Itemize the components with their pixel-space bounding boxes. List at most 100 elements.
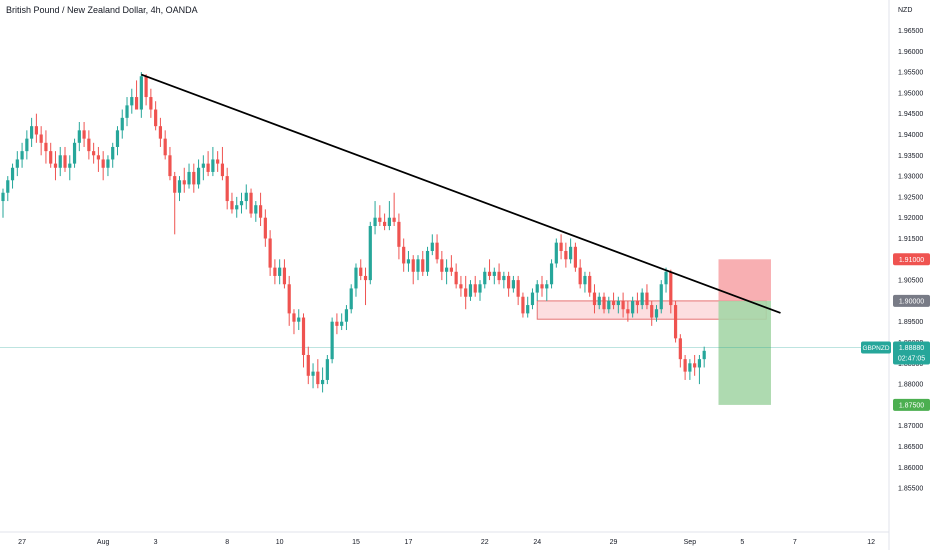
candle <box>459 275 463 297</box>
current-price-label: 1.88880 <box>899 345 924 352</box>
candle <box>206 151 210 177</box>
candle-body <box>554 242 558 264</box>
candle-body <box>230 201 234 210</box>
candle-body <box>702 350 706 360</box>
take-profit-zone <box>718 300 771 405</box>
candle-body <box>387 217 391 227</box>
candle <box>635 292 640 314</box>
candle <box>192 163 196 193</box>
time-tick-label: 5 <box>740 539 744 546</box>
candle <box>478 280 482 301</box>
time-tick-label: 12 <box>867 539 875 546</box>
candle <box>263 209 267 247</box>
candle <box>583 271 587 293</box>
time-tick-label: Sep <box>684 539 697 546</box>
candle <box>678 334 682 368</box>
candle-body <box>225 176 229 202</box>
current-price-label-bg <box>893 341 930 365</box>
candle <box>416 255 420 281</box>
candle <box>149 88 153 118</box>
candle <box>669 269 673 314</box>
candle <box>650 300 654 326</box>
candle-body <box>688 363 692 372</box>
candle <box>535 280 539 301</box>
candle-body <box>10 167 15 181</box>
candle-body <box>149 97 153 110</box>
candle <box>693 354 697 376</box>
candle <box>196 159 201 189</box>
candle-body <box>693 363 697 368</box>
candle-body <box>559 242 563 251</box>
candle-body <box>325 359 329 380</box>
candle-body <box>507 275 511 289</box>
target-price-label-bg <box>893 398 930 411</box>
candle-body <box>273 267 277 276</box>
candle-body <box>540 284 544 289</box>
candle-body <box>583 275 587 285</box>
candle <box>125 97 129 127</box>
candle <box>702 346 706 368</box>
candle <box>368 221 372 285</box>
target-price-label: 1.87500 <box>899 402 924 409</box>
candle-body <box>535 284 539 293</box>
candle <box>378 205 382 227</box>
entry-price-label: 1.90000 <box>899 298 924 305</box>
time-axis[interactable]: 27 Aug 3 8 10 15 17 22 24 29 Sep 5 7 12 <box>18 539 875 546</box>
price-tick-label: 1.96000 <box>898 49 923 56</box>
candle-body <box>678 338 682 360</box>
candle-body <box>144 76 148 98</box>
candle-body <box>68 163 72 168</box>
candle-body <box>39 134 43 143</box>
trendline[interactable] <box>141 73 781 314</box>
price-tick-label: 1.86500 <box>898 444 923 451</box>
candle-body <box>683 359 687 372</box>
candle-body <box>421 259 425 272</box>
price-tick-label: 1.92500 <box>898 194 923 201</box>
candle <box>507 271 511 297</box>
candle-body <box>268 238 272 268</box>
candle-body <box>635 300 640 306</box>
candle <box>631 296 635 318</box>
candle-body <box>211 159 215 172</box>
candle-body <box>72 142 77 164</box>
candle-body <box>468 284 473 297</box>
candle <box>344 305 349 331</box>
candle <box>611 292 616 310</box>
candle <box>39 126 43 156</box>
candle-body <box>235 205 239 210</box>
candle-body <box>521 296 525 314</box>
candle <box>359 259 363 281</box>
candle-body <box>650 305 654 318</box>
candle <box>10 163 15 189</box>
candle-body <box>631 300 635 314</box>
candle <box>82 122 86 147</box>
candle <box>115 126 120 156</box>
candle-body <box>96 155 100 160</box>
stop-price-label: 1.91000 <box>899 257 924 264</box>
candle-body <box>115 130 120 147</box>
candle <box>602 292 606 314</box>
candle <box>34 113 38 143</box>
candle <box>168 146 172 181</box>
candle-body <box>278 267 282 276</box>
candle <box>430 234 434 256</box>
candle <box>335 313 339 335</box>
candle <box>278 259 282 285</box>
candle <box>554 238 558 268</box>
candle-body <box>53 163 58 168</box>
price-tick-label: 1.93000 <box>898 174 923 181</box>
time-tick-label: 17 <box>405 539 413 546</box>
candle <box>158 117 163 147</box>
candle <box>354 263 358 297</box>
candle-body <box>120 117 124 131</box>
candle-body <box>602 296 606 310</box>
candle-body <box>516 280 520 297</box>
price-axis-unit: NZD <box>898 7 912 14</box>
candle-body <box>459 284 463 289</box>
price-tick-label: 1.86000 <box>898 465 923 472</box>
candle-body <box>497 271 501 281</box>
entry-price-label-bg <box>893 294 930 307</box>
stop-loss-zone <box>718 259 771 301</box>
candle-body <box>349 288 353 310</box>
